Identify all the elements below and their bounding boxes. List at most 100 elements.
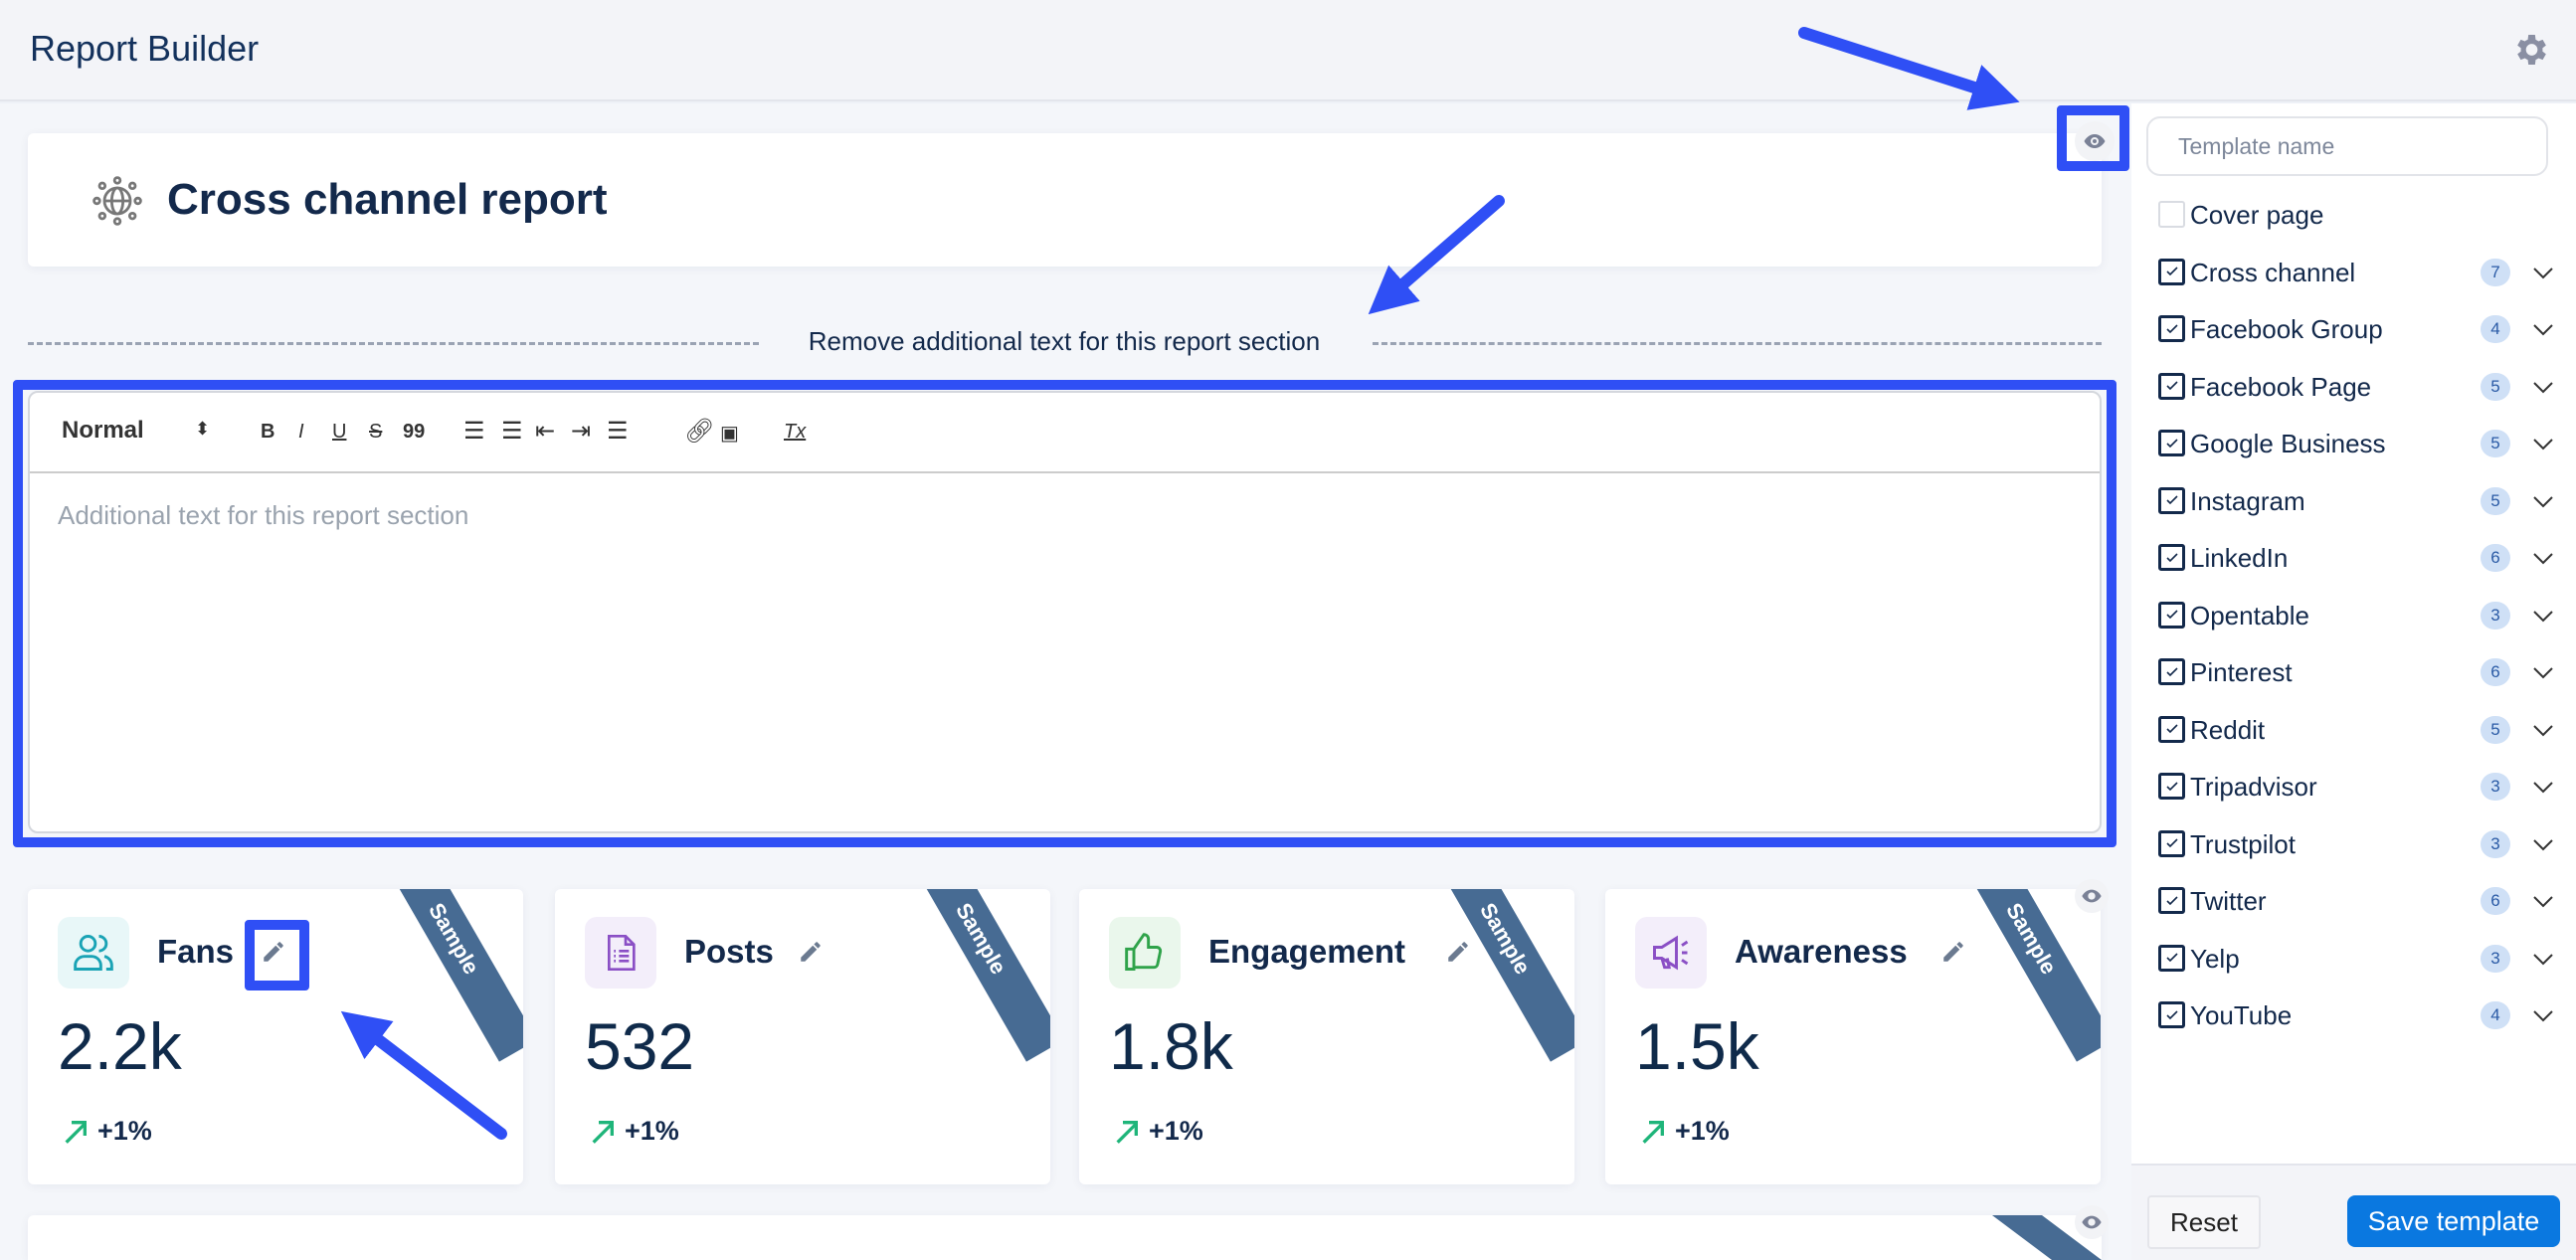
checkbox[interactable] — [2158, 715, 2185, 743]
blockquote-button[interactable]: 99 — [403, 421, 426, 443]
sidebar-item[interactable]: Pinterest 6 — [2158, 652, 2576, 692]
app-title: Report Builder — [30, 28, 260, 69]
ordered-list-icon[interactable]: ☰ — [463, 418, 485, 445]
sidebar-item-label: Reddit — [2190, 714, 2266, 745]
sidebar-item[interactable]: Twitter 6 — [2158, 881, 2576, 921]
indent-icon[interactable]: ⇥ — [571, 418, 592, 445]
select-arrows-icon: ⬍ — [195, 419, 211, 439]
checkbox[interactable] — [2158, 430, 2185, 456]
sidebar-item[interactable]: Trustpilot 3 — [2158, 824, 2576, 864]
checkbox[interactable] — [2158, 258, 2185, 285]
editor-toolbar: Normal ⬍ B I U S 99 ☰ ☰ ⇤ ⇥ ☰ 🔗︎ ▣ Tx — [30, 393, 2100, 473]
checkbox[interactable] — [2158, 773, 2185, 800]
check-icon — [2165, 895, 2178, 905]
pencil-icon[interactable] — [1445, 939, 1471, 965]
rich-text-editor[interactable]: Normal ⬍ B I U S 99 ☰ ☰ ⇤ ⇥ ☰ 🔗︎ ▣ Tx Ad… — [28, 391, 2102, 833]
checkbox[interactable] — [2158, 544, 2185, 571]
sidebar-item[interactable]: LinkedIn 6 — [2158, 538, 2576, 578]
checkbox[interactable] — [2158, 658, 2185, 685]
sidebar-item-label: Facebook Group — [2190, 314, 2383, 344]
underline-button[interactable]: U — [332, 421, 347, 443]
sidebar-item[interactable]: Facebook Group 4 — [2158, 309, 2576, 349]
bold-button[interactable]: B — [261, 421, 276, 443]
chevron-down-icon[interactable] — [2532, 834, 2554, 854]
stat-value: 1.5k — [1635, 1009, 1759, 1083]
sidebar-item[interactable]: Opentable 3 — [2158, 596, 2576, 635]
checkbox[interactable] — [2158, 1001, 2185, 1028]
chevron-down-icon[interactable] — [2532, 949, 2554, 969]
sidebar-item[interactable]: Reddit 5 — [2158, 710, 2576, 750]
remove-text-link[interactable]: Remove additional text for this report s… — [808, 326, 1321, 356]
format-select[interactable]: Normal — [62, 417, 144, 444]
checkbox[interactable] — [2158, 887, 2185, 914]
users-icon — [58, 917, 129, 989]
sidebar-item[interactable]: Instagram 5 — [2158, 481, 2576, 521]
sidebar-item[interactable]: YouTube 4 — [2158, 995, 2576, 1035]
sidebar-item-label: Twitter — [2190, 886, 2267, 916]
count-badge: 6 — [2481, 887, 2510, 915]
italic-button[interactable]: I — [298, 421, 304, 443]
checkbox[interactable] — [2158, 486, 2185, 514]
document-icon — [585, 917, 656, 989]
globe-network-icon — [92, 176, 142, 226]
checkbox[interactable] — [2158, 315, 2185, 342]
template-name-input[interactable] — [2146, 116, 2548, 176]
eye-icon[interactable] — [2075, 121, 2115, 161]
sidebar-item-label: Google Business — [2190, 429, 2386, 458]
chevron-down-icon[interactable] — [2532, 434, 2554, 453]
sidebar-item[interactable]: Google Business 5 — [2158, 424, 2576, 463]
count-badge: 6 — [2481, 658, 2510, 686]
pencil-icon[interactable] — [1940, 939, 1966, 965]
clear-format-button[interactable]: Tx — [784, 421, 807, 443]
report-title-card: Cross channel report — [28, 133, 2102, 267]
stat-change: +1% — [97, 1116, 152, 1146]
stat-value: 2.2k — [58, 1009, 182, 1083]
gear-icon[interactable] — [2510, 30, 2550, 70]
pencil-icon[interactable] — [798, 939, 824, 965]
bullet-list-icon[interactable]: ☰ — [501, 418, 523, 445]
chevron-down-icon[interactable] — [2532, 491, 2554, 511]
eye-icon[interactable] — [2075, 879, 2109, 913]
align-icon[interactable]: ☰ — [607, 418, 629, 445]
checkbox[interactable] — [2158, 829, 2185, 857]
checkbox[interactable] — [2158, 944, 2185, 972]
stat-title: Awareness — [1735, 933, 1908, 970]
thumbs-up-icon — [1109, 917, 1181, 989]
chevron-down-icon[interactable] — [2532, 606, 2554, 626]
image-icon[interactable]: ▣ — [720, 423, 739, 445]
chevron-down-icon[interactable] — [2532, 1005, 2554, 1025]
outdent-icon[interactable]: ⇤ — [535, 418, 556, 445]
divider — [1373, 342, 2102, 345]
sidebar-item[interactable]: Cover page — [2158, 195, 2576, 235]
chevron-down-icon[interactable] — [2532, 548, 2554, 568]
chevron-down-icon[interactable] — [2532, 662, 2554, 682]
sidebar-item-label: Cover page — [2190, 200, 2324, 230]
annotation-highlight-eye — [2057, 105, 2129, 171]
strike-button[interactable]: S — [369, 421, 383, 443]
count-badge: 5 — [2481, 715, 2510, 744]
sidebar-item[interactable]: Yelp 3 — [2158, 939, 2576, 979]
trend-up-icon — [1642, 1121, 1664, 1144]
sidebar-item[interactable]: Facebook Page 5 — [2158, 367, 2576, 407]
checkbox[interactable] — [2158, 201, 2185, 228]
reset-button[interactable]: Reset — [2147, 1195, 2261, 1249]
link-icon[interactable]: 🔗︎ — [684, 418, 715, 445]
chevron-down-icon[interactable] — [2532, 319, 2554, 339]
checkbox[interactable] — [2158, 601, 2185, 629]
stat-change: +1% — [1675, 1116, 1730, 1146]
stat-change: +1% — [1149, 1116, 1203, 1146]
sidebar-item[interactable]: Cross channel 7 — [2158, 253, 2576, 292]
chevron-down-icon[interactable] — [2532, 263, 2554, 282]
checkbox[interactable] — [2158, 372, 2185, 400]
sidebar-item[interactable]: Tripadvisor 3 — [2158, 767, 2576, 807]
chevron-down-icon[interactable] — [2532, 891, 2554, 911]
stat-change: +1% — [625, 1116, 679, 1146]
chevron-down-icon[interactable] — [2532, 777, 2554, 797]
chevron-down-icon[interactable] — [2532, 377, 2554, 397]
check-icon — [2165, 552, 2178, 562]
count-badge: 3 — [2481, 944, 2510, 973]
eye-icon[interactable] — [2075, 1205, 2109, 1239]
pencil-icon[interactable] — [261, 939, 286, 965]
chevron-down-icon[interactable] — [2532, 720, 2554, 740]
save-template-button[interactable]: Save template — [2347, 1195, 2560, 1247]
